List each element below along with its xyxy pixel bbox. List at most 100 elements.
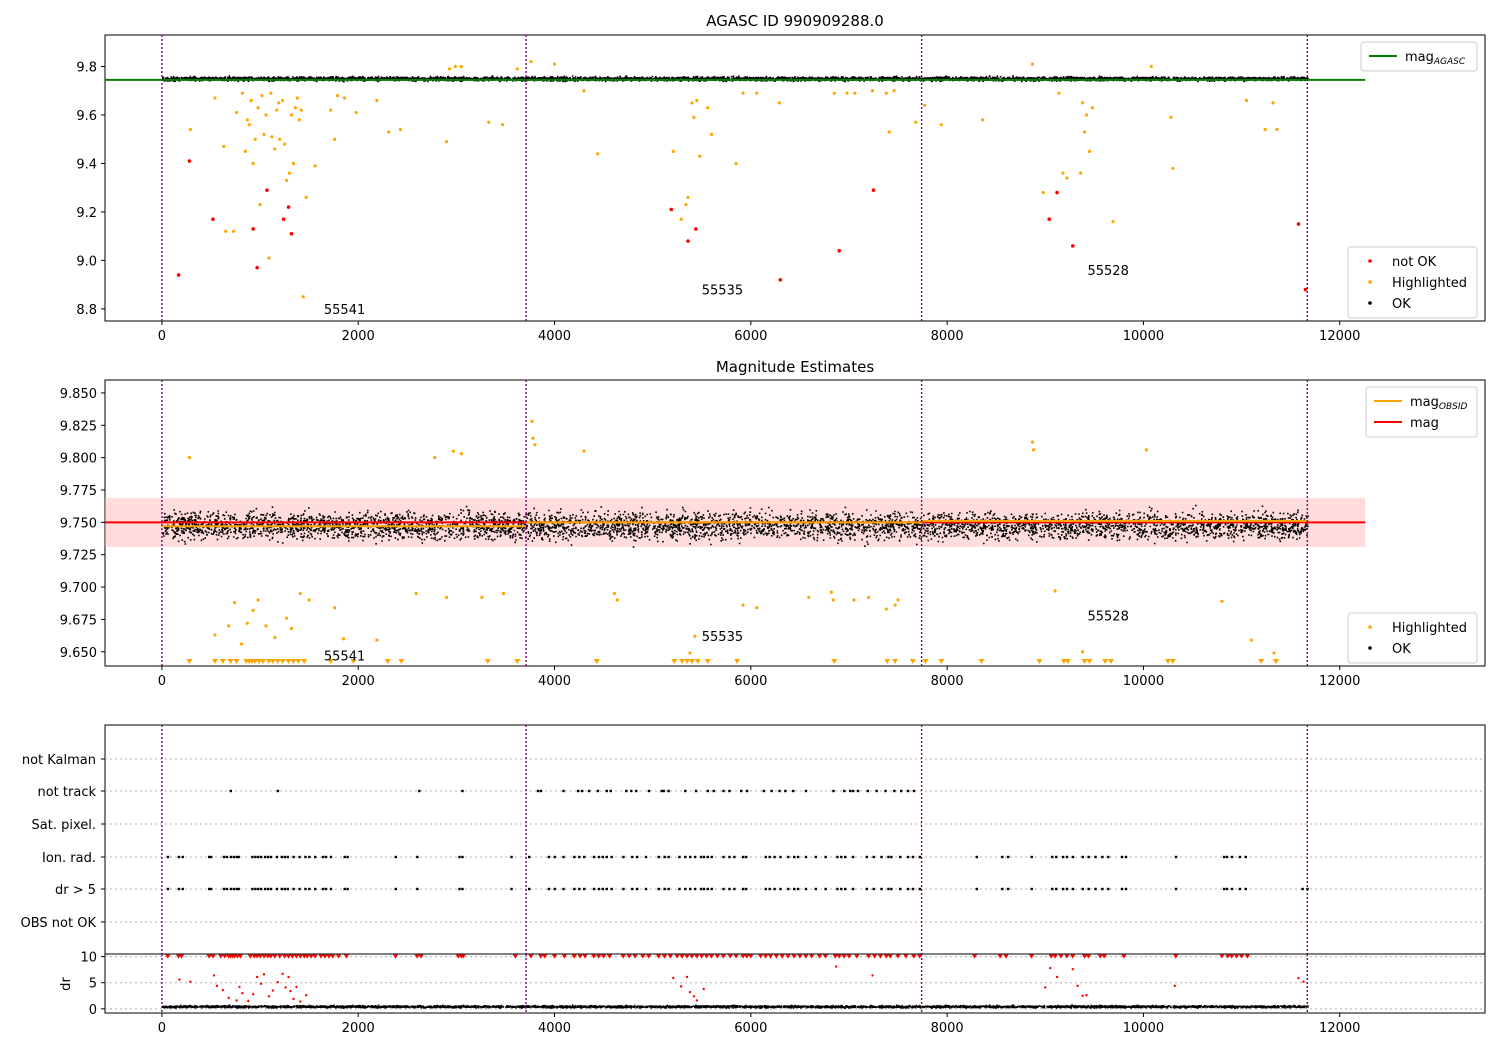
dr-capped-marker — [744, 954, 750, 959]
flag-point — [733, 855, 736, 859]
magnitude-estimates-panel: 0 2000 4000 6000 8000 10000 12000 9.650 9.675 9.7… — [60, 379, 1486, 689]
category-label: dr > 5 — [55, 883, 96, 898]
dr-capped-marker — [330, 954, 336, 959]
flag-point — [257, 855, 260, 859]
flag-point — [814, 855, 818, 859]
highlighted-point — [281, 98, 285, 103]
highlighted-point — [283, 142, 287, 146]
highlighted-point — [867, 595, 871, 600]
dr-capped-marker — [393, 954, 399, 959]
y-tick-label: 9.775 — [60, 484, 97, 499]
flag-point — [314, 855, 317, 859]
highlighted-below-axis-marker — [256, 659, 263, 664]
dr-not-ok-point — [178, 978, 181, 981]
flag-point — [283, 855, 287, 859]
dr-not-ok-point — [685, 975, 689, 979]
dr-capped-marker — [740, 954, 746, 959]
dr-capped-marker — [632, 954, 638, 959]
flag-point — [416, 887, 419, 891]
x-tick-label: 0 — [158, 674, 166, 689]
dr-capped-marker — [312, 954, 318, 959]
flag-point — [510, 887, 513, 891]
dr-capped-marker — [601, 954, 607, 959]
legend-marker — [1368, 280, 1372, 284]
highlighted-point — [884, 607, 888, 611]
highlighted-below-axis-marker — [694, 659, 701, 664]
flag-point — [528, 855, 531, 859]
flag-point — [911, 887, 915, 891]
flag-point — [773, 855, 776, 859]
flag-point — [536, 789, 540, 793]
dr-capped-marker — [720, 954, 726, 959]
flag-point — [832, 789, 835, 793]
flag-point — [706, 887, 710, 891]
x-tick-label: 8000 — [931, 329, 964, 344]
highlighted-point — [741, 91, 745, 95]
highlighted-below-axis-marker — [1258, 659, 1265, 664]
dr-capped-marker — [767, 954, 773, 959]
flag-point — [764, 855, 767, 859]
dr-not-ok-point — [267, 995, 271, 998]
flag-point — [461, 887, 464, 891]
flag-point — [562, 887, 565, 891]
highlighted-below-axis-marker — [285, 659, 292, 664]
flag-point — [741, 887, 745, 891]
flag-point — [678, 855, 681, 859]
dr-capped-marker — [646, 954, 652, 959]
flag-point — [254, 887, 257, 891]
ok-points — [162, 504, 1309, 548]
flag-point — [283, 887, 287, 891]
highlighted-point — [291, 161, 296, 166]
flag-point — [663, 855, 666, 859]
x-tick-label: 4000 — [538, 329, 571, 344]
y-tick-label: 9.8 — [76, 61, 97, 76]
flag-point — [1006, 855, 1010, 859]
dr-not-ok-point — [1297, 976, 1300, 980]
flag-point — [667, 789, 670, 793]
highlighted-point — [755, 606, 759, 610]
flag-point — [836, 887, 839, 891]
highlighted-point — [375, 98, 379, 103]
highlighted-below-axis-marker — [671, 659, 678, 664]
flag-point — [1222, 855, 1226, 859]
flag-point — [804, 887, 808, 891]
flag-point — [911, 855, 915, 859]
flag-point — [461, 855, 464, 859]
highlighted-below-axis-marker — [1060, 659, 1067, 664]
highlighted-point — [336, 93, 340, 98]
dr-capped-marker — [917, 954, 923, 959]
dr-capped-marker — [308, 954, 314, 959]
highlighted-point — [1249, 638, 1254, 642]
dr-not-ok-point — [227, 996, 230, 1000]
dr-capped-marker — [809, 954, 815, 959]
y-tick-label: 8.8 — [76, 303, 97, 318]
flag-point — [314, 887, 317, 891]
highlighted-below-axis-marker — [1036, 659, 1043, 664]
flag-point — [702, 887, 706, 891]
highlighted-below-axis-marker — [593, 659, 600, 664]
dr-capped-marker — [1082, 954, 1088, 959]
dr-capped-marker — [552, 954, 558, 959]
flag-point — [635, 855, 639, 859]
flag-point — [1225, 855, 1229, 859]
dr-capped-marker — [606, 954, 612, 959]
flag-point — [329, 855, 333, 859]
highlighted-point — [260, 93, 264, 98]
flag-point — [912, 789, 916, 793]
highlighted-below-axis-marker — [301, 659, 308, 664]
flag-point — [587, 789, 591, 793]
flag-point — [796, 855, 800, 859]
dr-capped-marker — [1070, 954, 1076, 959]
dr-capped-marker — [836, 954, 842, 959]
highlighted-point — [922, 103, 927, 107]
highlighted-point — [329, 108, 333, 112]
flag-point — [286, 855, 289, 859]
dr-capped-marker — [1229, 954, 1235, 959]
highlighted-point — [284, 178, 289, 183]
dr-capped-marker — [286, 954, 292, 959]
flag-point — [222, 855, 226, 859]
flag-point — [840, 855, 843, 859]
flag-point — [663, 887, 666, 891]
flag-point — [321, 855, 325, 859]
flag-point — [843, 789, 846, 793]
